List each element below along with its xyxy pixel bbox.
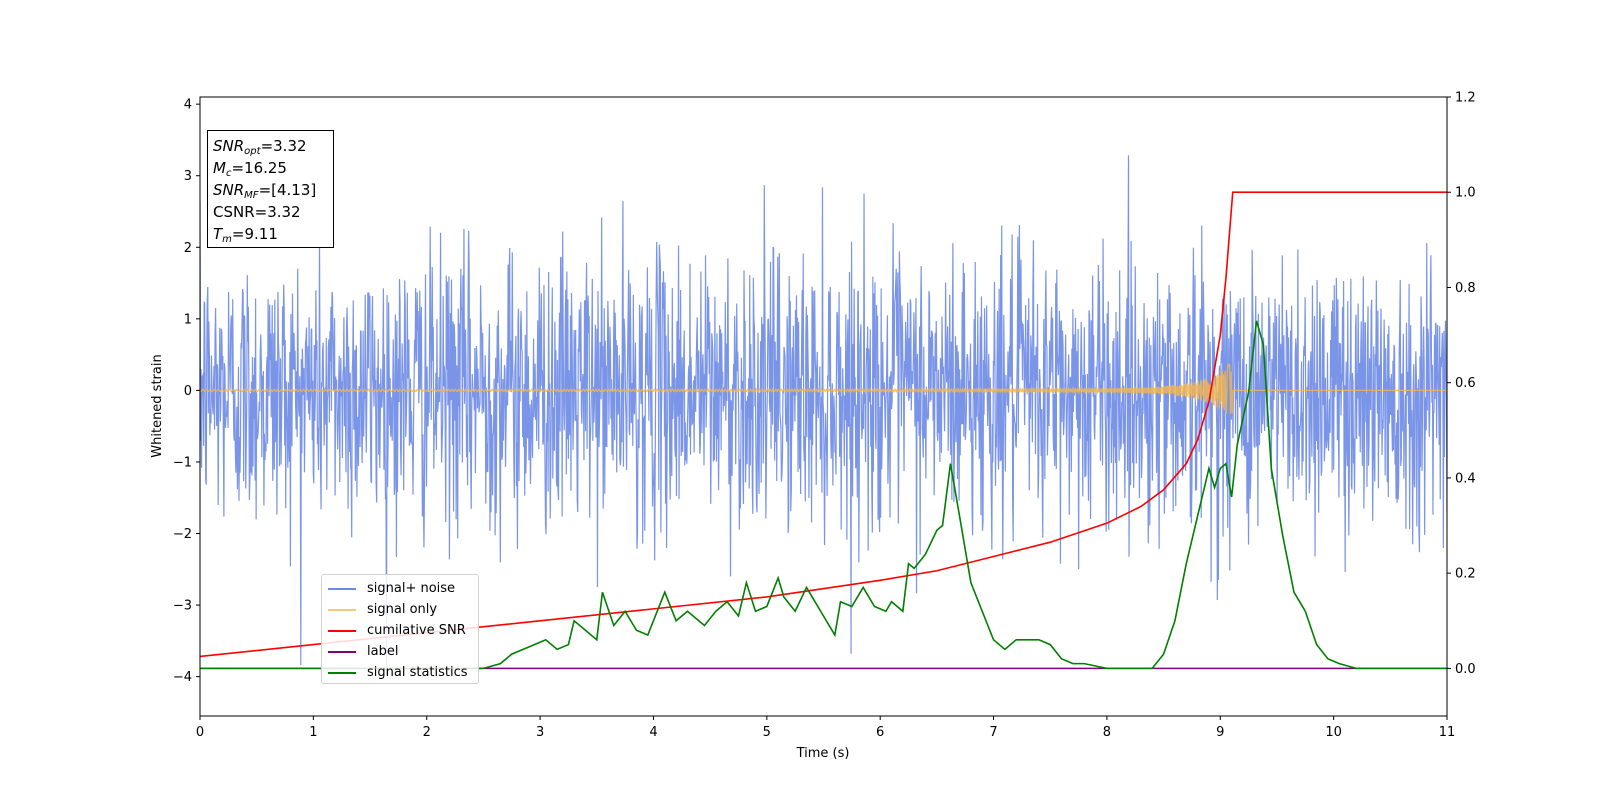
info-box: SNRopt=3.32 Mc=16.25 SNRMF=[4.13] CSNR=3…: [207, 130, 334, 248]
y-left-tick-label: −4: [173, 670, 192, 685]
x-tick-label: 10: [1325, 725, 1342, 740]
y-right-tick-label: 0.0: [1455, 662, 1476, 677]
x-tick-label: 1: [309, 725, 317, 740]
x-tick-label: 0: [196, 725, 204, 740]
x-tick-label: 11: [1439, 725, 1456, 740]
plot-frame: [199, 96, 1448, 717]
x-axis: 0 1 2 3 4 5 6 7 8 9 10 11: [196, 716, 1455, 740]
y-left-tick-label: 0: [184, 384, 192, 399]
y-right-tick-label: 0.2: [1455, 567, 1476, 582]
x-axis-label: Time (s): [796, 746, 850, 761]
series-signal-statistics: [200, 320, 1447, 670]
y-left-tick-label: 3: [184, 169, 192, 184]
y-right-tick-label: 0.8: [1455, 281, 1476, 296]
tm-row: Tm=9.11: [213, 225, 278, 245]
x-tick-label: 5: [763, 725, 771, 740]
y-right-tick-label: 1.2: [1455, 91, 1476, 106]
y-left-tick-label: 1: [184, 312, 192, 327]
y-left-tick-label: −2: [173, 527, 192, 542]
x-tick-label: 7: [989, 725, 997, 740]
legend-item-cumulative-snr: cumilative SNR: [328, 620, 472, 641]
legend-item-signal-statistics: signal statistics: [328, 662, 472, 683]
y-axis-left: 4 3 2 1 0 −1 −2 −3 −4: [173, 98, 200, 685]
legend-swatch: [328, 608, 356, 611]
x-tick-label: 2: [423, 725, 431, 740]
series-signal-noise: [200, 155, 1447, 675]
legend: signal+ noise signal only cumilative SNR…: [321, 574, 479, 684]
legend-swatch: [328, 650, 356, 653]
mc-row: Mc=16.25: [213, 159, 287, 179]
y-left-tick-label: −3: [173, 599, 192, 614]
legend-item-signal-only: signal only: [328, 599, 472, 620]
y-right-tick-label: 0.4: [1455, 471, 1476, 486]
x-tick-label: 8: [1103, 725, 1111, 740]
csnr-row: CSNR=3.32: [213, 203, 301, 221]
legend-item-signal-noise: signal+ noise: [328, 578, 472, 599]
legend-swatch: [328, 587, 356, 590]
legend-swatch: [328, 629, 356, 632]
series-cumilative-snr: [200, 191, 1447, 658]
y-axis-label: Whitened strain: [150, 354, 165, 457]
series-signal-only: [200, 362, 1447, 414]
x-tick-label: 3: [536, 725, 544, 740]
y-left-tick-label: −1: [173, 455, 192, 470]
legend-swatch: [328, 671, 356, 674]
y-right-tick-label: 0.6: [1455, 376, 1476, 391]
y-left-tick-label: 2: [184, 241, 192, 256]
y-axis-right: 1.2 1.0 0.8 0.6 0.4 0.2 0.0: [1447, 91, 1476, 677]
legend-item-label: label: [328, 641, 472, 662]
x-tick-label: 6: [876, 725, 884, 740]
y-right-tick-label: 1.0: [1455, 186, 1476, 201]
snr-opt-row: SNRopt=3.32: [213, 137, 307, 157]
snr-mf-row: SNRMF=[4.13]: [213, 181, 317, 201]
y-left-tick-label: 4: [184, 98, 192, 113]
x-tick-label: 4: [649, 725, 657, 740]
x-tick-label: 9: [1216, 725, 1224, 740]
